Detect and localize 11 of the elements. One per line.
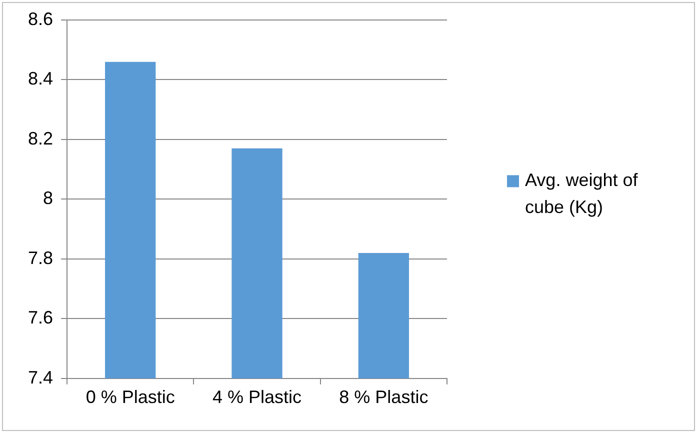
y-tick-label: 8 (43, 188, 54, 208)
y-tick-label: 8.2 (28, 128, 54, 148)
x-tick-label: 0 % Plastic (86, 387, 175, 408)
x-tick-label: 8 % Plastic (339, 387, 428, 408)
legend-label: Avg. weight of cube (Kg) (525, 170, 639, 218)
x-tick-label: 4 % Plastic (212, 387, 302, 408)
y-tick-label: 7.4 (28, 367, 54, 388)
y-tick-label: 8.4 (28, 68, 54, 89)
y-tick-label: 7.8 (28, 248, 54, 268)
y-tick-label: 8.6 (28, 8, 54, 29)
y-tick-label: 7.6 (28, 308, 54, 328)
